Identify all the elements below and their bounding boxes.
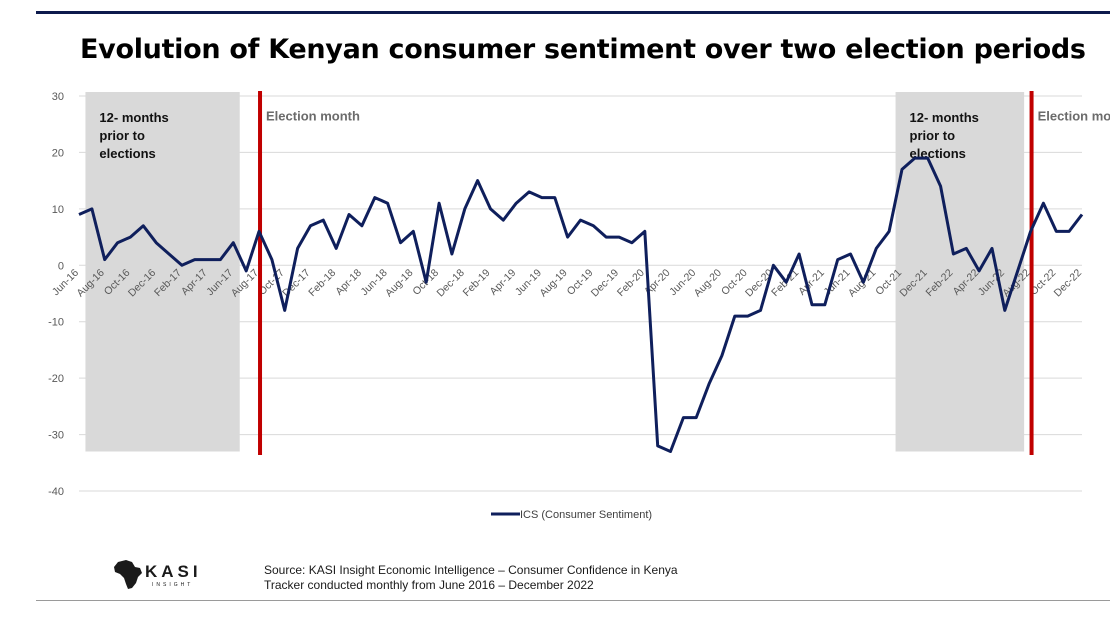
kasi-logo: KASI INSIGHT (114, 560, 202, 589)
y-tick-label: -30 (48, 430, 64, 442)
africa-map-icon (114, 560, 142, 589)
x-tick-label: Dec-18 (434, 267, 467, 300)
source-line-1: Source: KASI Insight Economic Intelligen… (264, 563, 678, 577)
x-tick-label: Feb-19 (461, 267, 493, 299)
x-tick-label: Dec-19 (589, 267, 622, 300)
source-line-2: Tracker conducted monthly from June 2016… (264, 578, 594, 592)
x-tick-label: Apr-21 (796, 267, 827, 298)
source-note: Source: KASI Insight Economic Intelligen… (264, 563, 678, 593)
x-tick-label: Dec-17 (280, 267, 313, 300)
election-label: Election month (1038, 108, 1110, 123)
x-tick-label: Aug-18 (383, 267, 416, 300)
logo-tagline: INSIGHT (152, 582, 193, 588)
y-tick-label: -40 (48, 486, 64, 498)
x-tick-label: Dec-22 (1052, 267, 1085, 300)
logo-name: KASI (145, 562, 202, 581)
election-label: Election month (266, 108, 360, 123)
y-tick-label: -10 (48, 317, 64, 329)
ics-series-line (78, 156, 1084, 453)
page-title: Evolution of Kenyan consumer sentiment o… (80, 34, 1086, 65)
y-tick-label: 10 (52, 204, 64, 216)
shade-label: 12- months (99, 110, 168, 125)
shade-label: elections (99, 146, 155, 161)
x-tick-label: Feb-18 (306, 267, 338, 299)
y-tick-label: 20 (52, 147, 64, 159)
y-tick-label: 30 (52, 91, 64, 103)
y-tick-label: 0 (58, 260, 64, 272)
shade-label: prior to (99, 128, 145, 143)
shade-label: prior to (910, 128, 956, 143)
bottom-rule (36, 600, 1110, 601)
x-tick-label: Aug-20 (692, 267, 725, 300)
shade-label: 12- months (910, 110, 979, 125)
x-tick-label: Aug-19 (537, 267, 570, 300)
x-tick-label: Apr-18 (333, 267, 364, 298)
pre-election-shade (895, 92, 1025, 452)
top-rule (36, 11, 1110, 14)
x-tick-label: Feb-20 (615, 267, 647, 299)
y-tick-label: -20 (48, 373, 64, 385)
legend-label: ICS (Consumer Sentiment) (520, 509, 652, 521)
pre-election-shade (85, 92, 240, 452)
x-tick-label: Apr-19 (488, 267, 519, 298)
